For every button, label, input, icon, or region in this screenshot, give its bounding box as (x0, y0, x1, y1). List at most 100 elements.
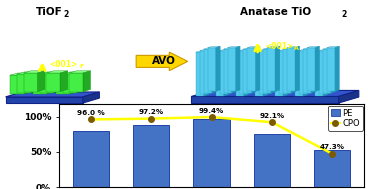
Polygon shape (191, 91, 359, 96)
Polygon shape (275, 51, 288, 52)
Polygon shape (10, 75, 24, 94)
Polygon shape (327, 46, 339, 48)
Polygon shape (46, 71, 68, 73)
Polygon shape (244, 51, 248, 96)
Polygon shape (208, 49, 212, 94)
Polygon shape (216, 51, 228, 52)
Polygon shape (255, 46, 260, 91)
Polygon shape (200, 49, 212, 51)
Polygon shape (220, 51, 228, 94)
Text: 96.0 %: 96.0 % (77, 110, 105, 116)
Polygon shape (191, 96, 339, 103)
Polygon shape (315, 52, 323, 96)
Polygon shape (267, 46, 280, 48)
Polygon shape (247, 46, 260, 48)
Text: TiOF: TiOF (36, 7, 63, 17)
Polygon shape (196, 52, 204, 96)
Polygon shape (335, 46, 339, 91)
Polygon shape (33, 75, 47, 94)
Text: <001>: <001> (265, 42, 293, 50)
Text: A: A (294, 46, 299, 51)
Polygon shape (24, 73, 32, 94)
Polygon shape (307, 49, 312, 94)
Polygon shape (69, 71, 91, 73)
Polygon shape (63, 72, 84, 74)
Polygon shape (240, 49, 252, 51)
Polygon shape (56, 73, 77, 75)
Polygon shape (204, 49, 212, 93)
Polygon shape (17, 74, 31, 93)
Polygon shape (212, 48, 216, 93)
Polygon shape (204, 51, 208, 96)
Text: 92.1%: 92.1% (259, 113, 284, 119)
Polygon shape (272, 48, 276, 93)
Polygon shape (208, 48, 216, 91)
Polygon shape (287, 49, 292, 94)
Polygon shape (77, 72, 84, 93)
Polygon shape (268, 49, 272, 94)
Polygon shape (267, 48, 275, 91)
Polygon shape (287, 48, 295, 91)
Polygon shape (283, 51, 288, 96)
Polygon shape (216, 46, 220, 91)
Polygon shape (33, 73, 54, 75)
Polygon shape (83, 71, 91, 92)
Polygon shape (38, 71, 45, 92)
Polygon shape (46, 73, 60, 92)
Polygon shape (315, 46, 319, 91)
Polygon shape (208, 46, 220, 48)
Polygon shape (299, 49, 312, 51)
Polygon shape (323, 49, 331, 93)
Polygon shape (17, 72, 38, 74)
Polygon shape (247, 48, 255, 91)
Polygon shape (224, 49, 232, 93)
Polygon shape (303, 49, 311, 93)
Polygon shape (228, 49, 232, 94)
Polygon shape (259, 49, 272, 51)
Text: 2: 2 (342, 10, 347, 19)
Polygon shape (291, 48, 296, 93)
Polygon shape (227, 48, 236, 91)
Polygon shape (299, 51, 307, 94)
Text: 2: 2 (63, 10, 68, 19)
Polygon shape (236, 46, 240, 91)
Polygon shape (40, 74, 54, 93)
Text: 47.3%: 47.3% (320, 144, 345, 150)
Polygon shape (307, 46, 319, 48)
Polygon shape (263, 48, 276, 49)
Polygon shape (331, 48, 336, 93)
Polygon shape (31, 72, 38, 93)
Polygon shape (323, 51, 328, 96)
Polygon shape (54, 72, 61, 93)
Polygon shape (227, 46, 240, 48)
Polygon shape (263, 51, 268, 96)
Polygon shape (311, 48, 316, 93)
Polygon shape (240, 51, 248, 94)
Polygon shape (47, 73, 54, 94)
Polygon shape (200, 51, 208, 94)
Polygon shape (220, 49, 232, 51)
Polygon shape (295, 46, 300, 91)
Polygon shape (295, 51, 308, 52)
Polygon shape (279, 49, 292, 51)
Polygon shape (236, 52, 244, 96)
Polygon shape (232, 48, 236, 93)
Polygon shape (255, 51, 268, 52)
Polygon shape (283, 48, 296, 49)
Polygon shape (24, 71, 45, 73)
Bar (314, 150, 350, 187)
Polygon shape (327, 49, 332, 94)
Polygon shape (283, 49, 291, 93)
Bar (194, 119, 230, 187)
Polygon shape (303, 48, 316, 49)
Polygon shape (323, 48, 336, 49)
Text: Anatase TiO: Anatase TiO (240, 7, 312, 17)
Polygon shape (307, 48, 315, 91)
Polygon shape (56, 75, 70, 94)
Polygon shape (60, 71, 68, 92)
Polygon shape (275, 52, 283, 96)
Polygon shape (196, 51, 208, 52)
Polygon shape (275, 46, 280, 91)
Polygon shape (248, 49, 252, 94)
Polygon shape (319, 51, 327, 94)
